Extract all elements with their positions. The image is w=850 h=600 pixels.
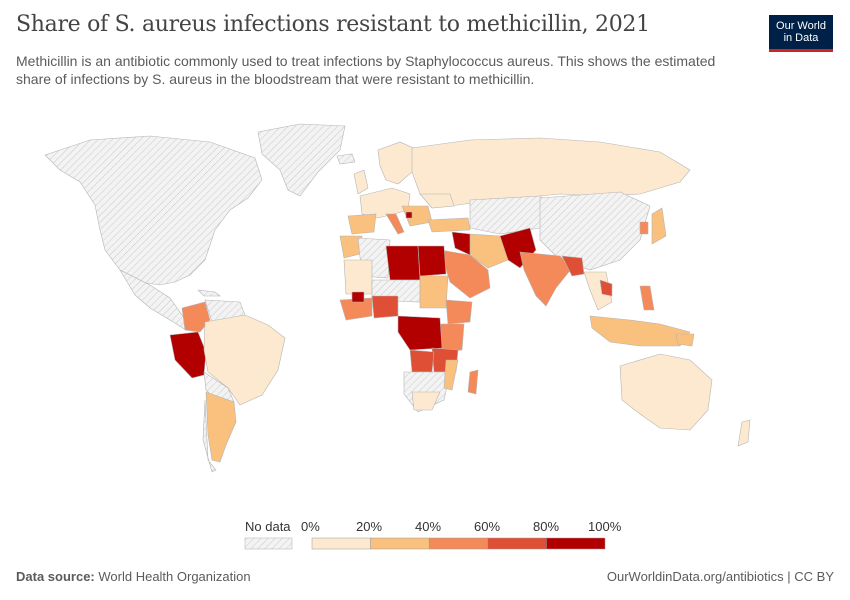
data-source: Data source: World Health Organization: [16, 569, 251, 584]
country-iraq[interactable]: [451, 231, 471, 256]
country-mozambique[interactable]: [443, 359, 459, 391]
country-mauritania-mali[interactable]: [343, 259, 373, 295]
legend-tick-3: 60%: [474, 519, 501, 534]
country-egypt[interactable]: [417, 245, 447, 277]
chart-subtitle: Methicillin is an antibiotic commonly us…: [16, 53, 716, 87]
country-new-zealand[interactable]: [737, 419, 751, 447]
region-eastern-europe[interactable]: [419, 193, 455, 209]
region-angola[interactable]: [409, 349, 435, 373]
region-southern-cone[interactable]: [202, 399, 217, 473]
region-iceland[interactable]: [336, 153, 356, 165]
legend-bin-1: [370, 537, 430, 550]
logo-line-1: Our World: [776, 20, 826, 32]
country-nigeria[interactable]: [371, 295, 399, 319]
country-uk[interactable]: [353, 169, 369, 195]
region-central-africa[interactable]: [397, 315, 443, 351]
country-madagascar[interactable]: [467, 369, 479, 395]
country-peru[interactable]: [169, 331, 207, 379]
region-china-mongolia[interactable]: [539, 191, 651, 271]
region-indonesia[interactable]: [589, 315, 691, 347]
region-caribbean[interactable]: [197, 289, 221, 297]
legend-bin-0: [311, 537, 371, 550]
legend-bin-3: [487, 537, 547, 550]
country-burkina-faso[interactable]: [351, 291, 365, 303]
region-east-africa[interactable]: [439, 323, 465, 353]
country-ethiopia[interactable]: [445, 299, 473, 325]
country-philippines[interactable]: [639, 285, 655, 311]
owid-logo[interactable]: Our World in Data: [769, 15, 833, 52]
country-sudan[interactable]: [419, 275, 449, 309]
world-map[interactable]: [0, 110, 850, 510]
country-vietnam[interactable]: [599, 279, 613, 297]
legend-tick-0: 0%: [301, 519, 320, 534]
country-south-korea[interactable]: [639, 221, 649, 235]
legend-bin-2: [428, 537, 489, 550]
footer-url-license[interactable]: OurWorldinData.org/antibiotics | CC BY: [606, 569, 834, 584]
region-arabia[interactable]: [439, 249, 491, 299]
legend-no-data-swatch: [244, 537, 293, 550]
country-turkey[interactable]: [427, 217, 471, 233]
legend-tick-4: 80%: [533, 519, 560, 534]
region-western-europe[interactable]: [359, 187, 411, 219]
region-north-america[interactable]: [44, 135, 263, 286]
country-serbia[interactable]: [405, 211, 413, 219]
country-papua-new-guinea[interactable]: [675, 333, 695, 347]
country-south-africa[interactable]: [411, 391, 441, 411]
region-italy[interactable]: [385, 213, 405, 235]
country-brazil[interactable]: [203, 314, 286, 406]
legend-tick-2: 40%: [415, 519, 442, 534]
region-nepal-bangladesh[interactable]: [561, 255, 585, 277]
region-iberia[interactable]: [347, 213, 377, 235]
legend-no-data-label: No data: [245, 519, 291, 534]
country-india[interactable]: [519, 251, 573, 307]
region-greenland[interactable]: [257, 123, 346, 197]
country-libya[interactable]: [385, 245, 421, 281]
data-source-value: World Health Organization: [98, 569, 251, 584]
region-scandinavia[interactable]: [377, 141, 419, 185]
legend-bin-4: [546, 537, 606, 550]
chart-title: Share of S. aureus infections resistant …: [16, 12, 650, 37]
legend-tick-5: 100%: [588, 519, 622, 534]
country-russia[interactable]: [411, 137, 691, 207]
country-australia[interactable]: [619, 353, 713, 431]
data-source-label: Data source:: [16, 569, 95, 584]
country-argentina[interactable]: [205, 391, 237, 463]
logo-line-2: in Data: [783, 32, 819, 44]
country-japan[interactable]: [651, 207, 667, 245]
legend-tick-1: 20%: [356, 519, 383, 534]
